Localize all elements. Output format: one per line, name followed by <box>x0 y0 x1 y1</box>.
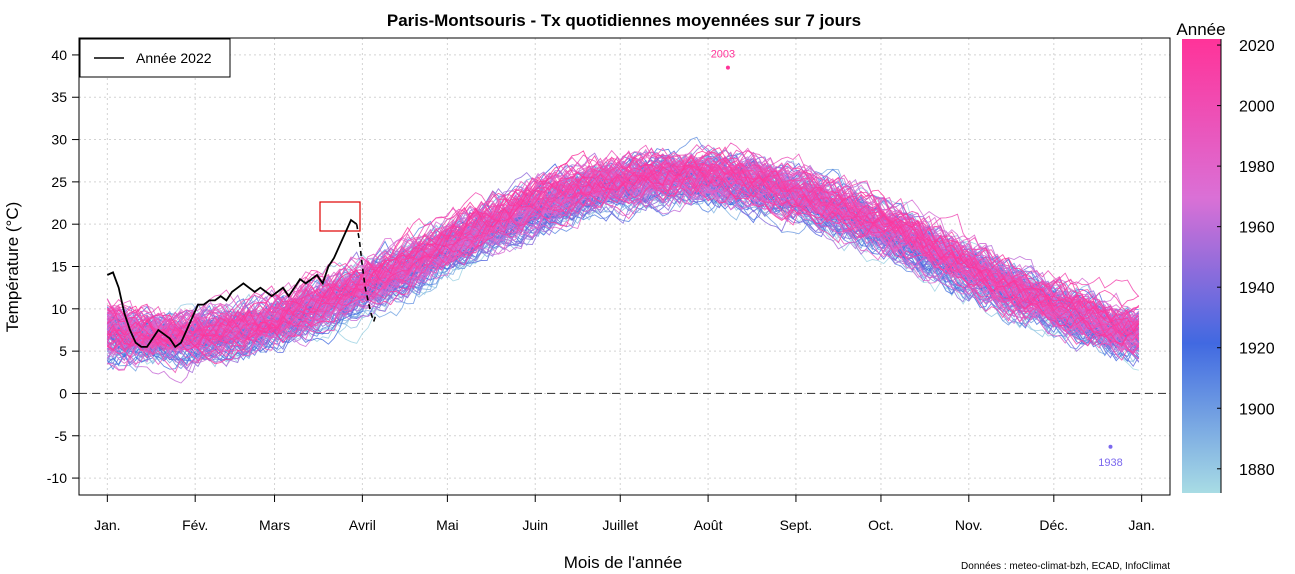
x-tick-label: Nov. <box>955 517 983 533</box>
x-tick-label: Mars <box>259 517 290 533</box>
annotation-point <box>1108 444 1113 449</box>
colorbar-gradient <box>1182 39 1221 493</box>
x-tick-label: Déc. <box>1039 517 1068 533</box>
legend-label: Année 2022 <box>136 50 212 66</box>
colorbar-tick-label: 1920 <box>1239 341 1275 358</box>
y-tick-label: -10 <box>47 470 67 486</box>
y-tick-label: 10 <box>51 301 67 317</box>
year-line <box>106 147 1140 355</box>
colorbar-tick-label: 2020 <box>1239 38 1275 55</box>
y-tick-label: 30 <box>51 132 67 148</box>
colorbar-title: Année <box>1176 20 1225 39</box>
year-line <box>107 171 1140 351</box>
annotations: 2003 1938 <box>711 49 1123 469</box>
year-line <box>106 147 1140 334</box>
y-tick-label: 35 <box>51 89 67 105</box>
y-tick-label: 40 <box>51 47 67 63</box>
x-axis-label: Mois de l'année <box>564 553 683 572</box>
chart-title: Paris-Montsouris - Tx quotidiennes moyen… <box>387 11 861 30</box>
y-tick-label: 0 <box>59 385 67 401</box>
y-tick-label: 25 <box>51 174 67 190</box>
year-line <box>107 160 1140 345</box>
year-line <box>107 174 1140 351</box>
year-line <box>107 147 1140 349</box>
colorbar: Année 1880 1900 1920 1940 1960 1980 2000 2020 <box>1176 20 1275 493</box>
x-tick-label: Jan. <box>1128 517 1154 533</box>
y-tick-label: -5 <box>55 428 68 444</box>
y-tick-label: 15 <box>51 259 67 275</box>
x-tick-label: Avril <box>349 517 376 533</box>
x-tick-label: Fév. <box>182 517 208 533</box>
y-axis-label: Température (°C) <box>3 202 22 333</box>
climatology-lines <box>106 136 1140 384</box>
colorbar-tick-label: 2000 <box>1239 99 1275 116</box>
year-line <box>106 160 1140 354</box>
annotation-label: 1938 <box>1098 457 1122 469</box>
x-tick-label: Juillet <box>602 517 638 533</box>
year-line <box>106 159 1140 353</box>
highlight-box <box>319 201 361 232</box>
year-line <box>106 158 1140 358</box>
y-tick-label: 5 <box>59 343 67 359</box>
x-axis: Jan. Fév. Mars Avril Mai Juin Juillet Août Sept.… <box>94 495 1155 533</box>
annotation-label: 2003 <box>711 49 735 61</box>
x-tick-label: Juin <box>522 517 548 533</box>
series-2022 <box>106 218 378 349</box>
colorbar-tick-label: 1960 <box>1239 220 1275 237</box>
source-note: Données : meteo-climat-bzh, ECAD, InfoCl… <box>961 561 1170 572</box>
colorbar-tick-label: 1940 <box>1239 280 1275 297</box>
year-line <box>107 168 1139 356</box>
x-tick-label: Août <box>694 517 723 533</box>
series-2022-line <box>106 218 358 349</box>
colorbar-tick-label: 1880 <box>1239 462 1275 479</box>
series-2022-forecast-line <box>355 224 378 325</box>
colorbar-tick-label: 1900 <box>1239 401 1275 418</box>
x-tick-label: Oct. <box>868 517 894 533</box>
year-line <box>107 161 1139 347</box>
legend: Année 2022 <box>79 38 231 78</box>
y-axis: -10 -5 0 5 10 15 20 25 30 35 40 <box>47 47 79 486</box>
annotation-point <box>725 65 730 70</box>
x-tick-label: Jan. <box>94 517 120 533</box>
x-tick-label: Sept. <box>780 517 813 533</box>
year-line <box>107 157 1139 365</box>
y-tick-label: 20 <box>51 216 67 232</box>
year-line <box>106 150 1140 346</box>
x-tick-label: Mai <box>436 517 459 533</box>
colorbar-tick-label: 1980 <box>1239 159 1275 176</box>
